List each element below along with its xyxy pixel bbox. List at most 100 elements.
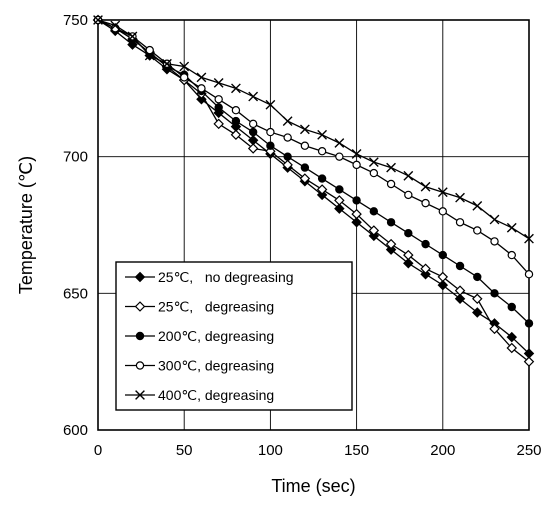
data-point [506,342,518,354]
data-point [420,263,431,274]
data-point [438,207,447,216]
data-point [421,198,430,208]
data-point [420,268,431,280]
series-layer [92,14,535,367]
data-point [145,45,154,55]
data-point [266,141,275,150]
data-point [134,301,146,312]
y-tick-labels: 600 650 700 750 [63,12,88,439]
data-point [135,361,145,370]
data-point [506,222,517,233]
legend-label: 25℃, no degreasing [158,269,294,285]
data-point [420,181,431,192]
data-point [299,124,310,135]
y-tick-label: 700 [63,149,88,166]
data-point [473,272,482,282]
x-tick-labels: 0 50 100 150 200 250 [94,442,542,459]
data-point [317,174,327,183]
legend-box [115,261,353,411]
x-tick-label: 100 [258,442,283,459]
data-point [231,116,241,126]
data-point [403,258,414,269]
data-point [454,285,466,296]
data-point [110,20,121,31]
data-point [134,271,146,283]
data-point [369,168,379,178]
data-point [507,250,516,260]
y-axis-title: Temperature (℃) [16,156,36,294]
data-point [300,163,310,172]
data-point [490,289,499,298]
data-point [282,159,293,171]
x-tick-label: 200 [430,442,455,459]
data-point [437,271,449,283]
data-point [197,84,206,93]
data-point [455,261,465,271]
data-point [385,244,397,255]
data-point [231,83,241,94]
data-point [334,203,345,214]
data-point [524,233,534,244]
data-point [352,196,361,205]
legend-entry: 200℃, degreasing [125,328,274,344]
series [93,15,534,244]
data-point [230,129,242,141]
data-point [472,293,483,305]
data-point [507,302,516,312]
data-point [135,331,145,341]
data-point [403,249,414,261]
data-point [386,162,396,173]
data-point [368,225,380,236]
data-point [162,58,172,69]
data-point [214,103,223,112]
data-point [248,119,258,129]
data-point [351,149,362,159]
data-point [523,356,535,367]
data-point [368,157,379,168]
data-point [283,133,292,142]
data-point [454,293,466,305]
data-point [144,50,155,61]
data-point [93,15,103,25]
data-point [421,239,430,249]
data-point [506,331,518,343]
data-point [524,270,534,279]
data-point [438,250,447,260]
x-tick-label: 50 [176,442,193,459]
series-line [97,19,530,275]
data-point [214,95,223,104]
data-point [335,185,344,194]
data-point [351,208,362,220]
series [93,15,534,279]
data-point [179,61,190,72]
data-point [248,91,259,102]
data-point [179,73,189,82]
data-point [317,146,327,156]
series-line [97,19,530,240]
y-tick-label: 750 [63,12,88,29]
data-point [386,179,396,189]
data-point [490,237,499,246]
data-point [247,143,259,154]
data-point [472,307,483,318]
data-point [316,184,328,195]
data-point [489,214,500,225]
legend-label: 300℃, degreasing [158,358,274,374]
x-axis-title: Time (sec) [271,476,355,496]
x-tick-label: 0 [94,442,102,459]
data-point [489,323,500,335]
data-point [473,226,482,235]
data-point [472,200,483,211]
legend-entry: 400℃, degreasing [125,387,274,403]
legend-label: 25℃, degreasing [158,299,274,315]
data-point [335,152,344,161]
data-point [437,279,449,291]
data-point [352,160,361,170]
plot-frame [97,19,530,431]
legend-entry: 25℃, no degreasing [125,269,294,285]
data-point [196,72,207,83]
data-point [317,129,328,140]
data-point [351,217,362,228]
data-point [334,138,345,148]
